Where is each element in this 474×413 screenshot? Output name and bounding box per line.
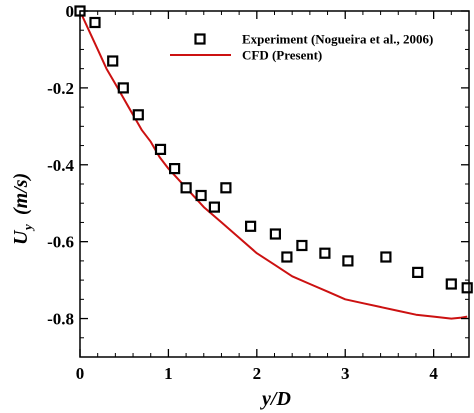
y-axis-label: U y (m/s) <box>10 173 35 245</box>
y-axis-label-subscript: y <box>20 224 35 232</box>
experiment-point <box>281 251 293 263</box>
experiment-point <box>245 220 257 232</box>
experiment-point <box>412 266 424 278</box>
x-tick-label: 3 <box>341 364 350 383</box>
experiment-point <box>380 251 392 263</box>
experiment-point <box>208 201 220 213</box>
experiment-point <box>195 189 207 202</box>
experiment-point <box>445 278 457 290</box>
experiment-point <box>169 163 181 175</box>
experiment-point <box>180 182 192 194</box>
y-axis-label-unit: (m/s) <box>10 173 32 215</box>
y-tick-label: -0.6 <box>47 233 74 252</box>
experiment-point <box>461 282 473 294</box>
x-tick-label: 1 <box>164 364 173 383</box>
legend-experiment-label: Experiment (Nogueira et al., 2006) <box>242 32 433 47</box>
x-tick-label: 2 <box>253 364 262 383</box>
legend: Experiment (Nogueira et al., 2006) CFD (… <box>170 32 433 63</box>
experiment-marker-layer <box>74 5 473 294</box>
experiment-point <box>89 16 101 29</box>
y-axis-label-main: U <box>10 229 32 245</box>
x-tick-label: 0 <box>76 364 85 383</box>
experiment-point <box>132 109 144 121</box>
legend-experiment-marker <box>194 33 206 45</box>
experiment-point <box>319 247 331 259</box>
experiment-point <box>220 182 232 194</box>
experiment-point <box>107 55 119 67</box>
tick-label-layer: 0 1 2 3 4 0 -0.2 -0.4 -0.6 -0.8 <box>47 2 438 383</box>
cfd-curve-layer <box>79 10 468 320</box>
experiment-point <box>154 143 167 155</box>
y-tick-label: -0.4 <box>47 156 74 175</box>
experiment-point <box>296 239 308 252</box>
x-axis-label: y/D <box>260 388 291 410</box>
experiment-point <box>342 255 354 267</box>
y-tick-label: -0.8 <box>47 310 74 329</box>
experiment-point <box>269 228 281 240</box>
y-tick-label: 0 <box>66 2 75 21</box>
y-tick-label: -0.2 <box>47 79 74 98</box>
experiment-point <box>117 82 129 94</box>
legend-cfd-label: CFD (Present) <box>242 48 322 63</box>
x-tick-label: 4 <box>429 364 438 383</box>
cfd-series-line <box>79 10 468 320</box>
tick-mark-layer <box>79 10 470 358</box>
plot-frame <box>79 10 470 358</box>
